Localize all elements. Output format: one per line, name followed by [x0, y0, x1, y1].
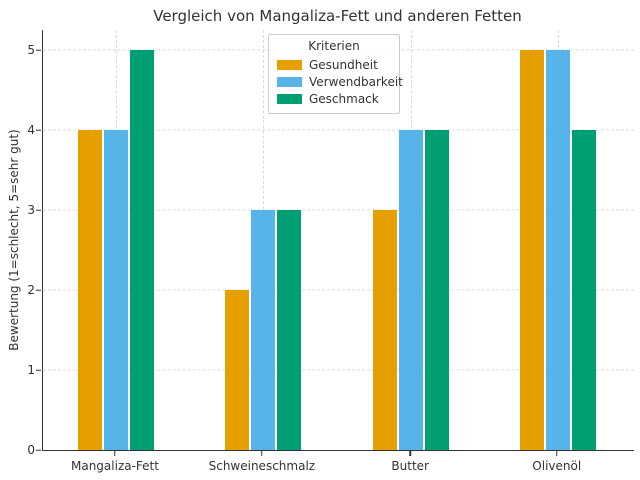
legend-item-geschmack: Geschmack	[277, 90, 391, 107]
bar-mangaliza-fett-gesundheit	[77, 130, 102, 450]
legend-item-gesundheit: Gesundheit	[277, 56, 391, 73]
y-axis-tick-marks	[36, 30, 41, 451]
x-axis-ticks: Mangaliza-Fett Schweineschmalz Butter Olive…	[42, 451, 633, 479]
y-tick-label-3: 3	[27, 203, 35, 217]
bar-schweineschmalz-geschmack	[276, 210, 301, 450]
x-tick-label-mangaliza-fett: Mangaliza-Fett	[70, 459, 159, 473]
bar-butter-gesundheit	[373, 210, 398, 450]
chart-title: Vergleich von Mangaliza-Fett und anderen…	[153, 7, 522, 25]
legend-item-verwendbarkeit: Verwendbarkeit	[277, 73, 403, 90]
y-tick-mark-0	[36, 449, 41, 451]
bar-layer	[43, 30, 634, 450]
h-gridline-3	[43, 209, 634, 211]
y-tick-mark-1	[36, 369, 41, 371]
y-tick-label-5: 5	[27, 43, 35, 57]
y-tick-label-1: 1	[27, 363, 35, 377]
x-tick-mark-mangaliza-fett	[114, 451, 116, 456]
bar-butter-verwendbarkeit	[399, 130, 424, 450]
bar-butter-geschmack	[425, 130, 450, 450]
y-tick-label-4: 4	[27, 123, 35, 137]
x-tick-label-olivenol: Olivenöl	[532, 459, 582, 473]
bar-schweineschmalz-verwendbarkeit	[250, 210, 275, 450]
legend: Kriterien Gesundheit Verwendbarkeit Geschm…	[268, 34, 403, 114]
x-tick-label-butter: Butter	[391, 459, 429, 473]
legend-label-geschmack: Geschmack	[309, 91, 379, 106]
bar-mangaliza-fett-geschmack	[129, 50, 154, 450]
h-gridline-2	[43, 289, 634, 291]
bar-mangaliza-fett-verwendbarkeit	[103, 130, 128, 450]
x-tick-mark-olivenol	[556, 451, 558, 456]
x-tick-mark-schweineschmalz	[261, 451, 263, 456]
legend-swatch-geschmack	[277, 93, 302, 104]
legend-title: Kriterien	[308, 39, 360, 53]
h-gridline-4	[43, 129, 634, 131]
legend-label-gesundheit: Gesundheit	[309, 57, 378, 72]
x-tick-mark-butter	[409, 451, 411, 456]
bar-olivenol-geschmack	[571, 130, 596, 450]
y-tick-mark-4	[36, 129, 41, 131]
legend-label-verwendbarkeit: Verwendbarkeit	[309, 74, 403, 89]
y-tick-mark-3	[36, 209, 41, 211]
bar-olivenol-gesundheit	[519, 50, 544, 450]
y-tick-mark-2	[36, 289, 41, 291]
y-tick-mark-5	[36, 49, 41, 51]
h-gridline-1	[43, 369, 634, 371]
y-axis-ticks: 0 1 2 3 4 5	[0, 30, 35, 456]
bar-olivenol-verwendbarkeit	[545, 50, 570, 450]
legend-swatch-gesundheit	[277, 59, 302, 70]
legend-items: Gesundheit Verwendbarkeit Geschmack	[277, 56, 403, 107]
x-tick-label-schweineschmalz: Schweineschmalz	[208, 459, 316, 473]
bar-schweineschmalz-gesundheit	[224, 290, 249, 450]
y-tick-label-2: 2	[27, 283, 35, 297]
legend-swatch-verwendbarkeit	[277, 76, 302, 87]
y-tick-label-0: 0	[27, 443, 35, 457]
plot-area	[42, 30, 634, 451]
